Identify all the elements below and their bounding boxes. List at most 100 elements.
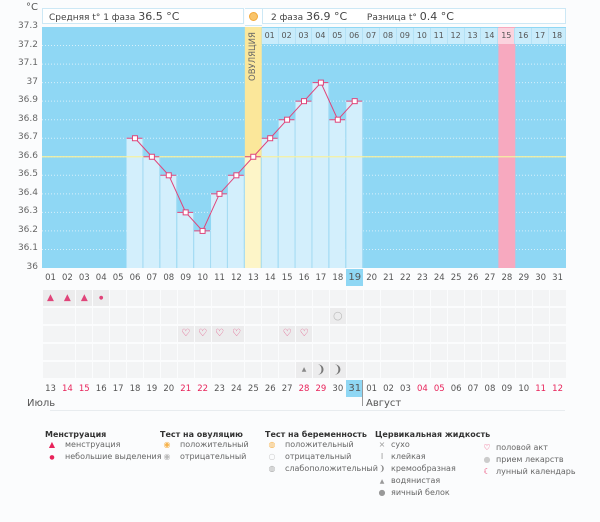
marker-cell[interactable] <box>279 362 296 378</box>
marker-cell[interactable] <box>380 326 397 342</box>
marker-cell[interactable] <box>42 344 59 360</box>
marker-cell[interactable] <box>93 326 110 342</box>
marker-cell[interactable] <box>160 308 177 324</box>
cycle-day[interactable]: 23 <box>416 273 428 283</box>
menstruation-icon[interactable]: ▲ <box>59 290 76 306</box>
marker-cell[interactable] <box>93 344 110 360</box>
marker-cell[interactable] <box>363 290 380 306</box>
marker-cell[interactable] <box>329 290 346 306</box>
marker-cell[interactable] <box>448 344 465 360</box>
marker-cell[interactable] <box>76 326 93 342</box>
marker-cell[interactable] <box>296 290 313 306</box>
marker-cell[interactable] <box>397 308 414 324</box>
calendar-date[interactable]: 11 <box>535 384 547 394</box>
marker-cell[interactable] <box>228 290 245 306</box>
marker-cell[interactable] <box>481 308 498 324</box>
marker-cell[interactable] <box>431 344 448 360</box>
marker-cell[interactable] <box>59 344 76 360</box>
marker-cell[interactable] <box>448 362 465 378</box>
marker-cell[interactable] <box>532 344 549 360</box>
cycle-day[interactable]: 10 <box>197 273 209 283</box>
marker-cell[interactable] <box>42 362 59 378</box>
marker-cell[interactable] <box>515 326 532 342</box>
cycle-day[interactable]: 19 <box>346 269 364 286</box>
calendar-date[interactable]: 30 <box>332 384 344 394</box>
marker-cell[interactable] <box>397 290 414 306</box>
marker-cell[interactable] <box>397 344 414 360</box>
marker-cell[interactable] <box>414 290 431 306</box>
cycle-day[interactable]: 26 <box>467 273 479 283</box>
marker-cell[interactable] <box>160 326 177 342</box>
calendar-date[interactable]: 26 <box>264 384 276 394</box>
calendar-date[interactable]: 17 <box>112 384 124 394</box>
marker-cell[interactable] <box>143 290 160 306</box>
calendar-date[interactable]: 14 <box>61 384 73 394</box>
creamy-icon[interactable]: ❩ <box>329 362 346 378</box>
cycle-day[interactable]: 25 <box>450 273 462 283</box>
marker-cell[interactable] <box>279 290 296 306</box>
marker-cell[interactable] <box>498 308 515 324</box>
cycle-day[interactable]: 30 <box>535 273 547 283</box>
marker-cell[interactable] <box>363 308 380 324</box>
marker-cell[interactable] <box>380 344 397 360</box>
marker-cell[interactable] <box>177 362 194 378</box>
calendar-date[interactable]: 16 <box>95 384 107 394</box>
heart-icon[interactable]: ♡ <box>177 326 194 342</box>
cycle-day[interactable]: 21 <box>383 273 394 283</box>
watery-icon[interactable]: ▲ <box>296 362 313 378</box>
heart-icon[interactable]: ♡ <box>228 326 245 342</box>
marker-cell[interactable] <box>110 326 127 342</box>
marker-cell[interactable] <box>465 308 482 324</box>
calendar-date[interactable]: 19 <box>146 384 158 394</box>
marker-cell[interactable] <box>448 308 465 324</box>
marker-cell[interactable] <box>262 344 279 360</box>
marker-cell[interactable] <box>42 308 59 324</box>
marker-cell[interactable] <box>245 362 262 378</box>
marker-cell[interactable] <box>431 290 448 306</box>
marker-cell[interactable] <box>431 362 448 378</box>
marker-cell[interactable] <box>414 344 431 360</box>
calendar-date[interactable]: 03 <box>400 384 411 394</box>
marker-cell[interactable] <box>414 362 431 378</box>
marker-cell[interactable] <box>143 362 160 378</box>
calendar-date[interactable]: 21 <box>180 384 192 394</box>
cycle-day[interactable]: 04 <box>95 273 107 283</box>
marker-cell[interactable] <box>127 326 144 342</box>
marker-cell[interactable] <box>549 308 566 324</box>
marker-cell[interactable] <box>312 308 329 324</box>
marker-cell[interactable] <box>194 344 211 360</box>
marker-cell[interactable] <box>76 308 93 324</box>
marker-cell[interactable] <box>414 308 431 324</box>
cycle-day[interactable]: 28 <box>501 273 513 283</box>
cycle-day[interactable]: 09 <box>180 273 192 283</box>
marker-cell[interactable] <box>143 344 160 360</box>
creamy-icon[interactable]: ❩ <box>312 362 329 378</box>
marker-cell[interactable] <box>312 344 329 360</box>
marker-cell[interactable] <box>329 344 346 360</box>
marker-cell[interactable] <box>245 290 262 306</box>
marker-cell[interactable] <box>515 308 532 324</box>
marker-cell[interactable] <box>431 308 448 324</box>
marker-cell[interactable] <box>127 290 144 306</box>
marker-cell[interactable] <box>177 290 194 306</box>
marker-cell[interactable] <box>397 326 414 342</box>
calendar-date[interactable]: 23 <box>214 384 225 394</box>
marker-cell[interactable] <box>346 344 363 360</box>
marker-cell[interactable] <box>498 362 515 378</box>
calendar-date[interactable]: 25 <box>247 384 259 394</box>
cycle-day[interactable]: 20 <box>366 273 378 283</box>
calendar-date[interactable]: 10 <box>518 384 530 394</box>
cycle-day[interactable]: 12 <box>231 273 242 283</box>
marker-cell[interactable] <box>127 362 144 378</box>
pregnancy-negative-icon[interactable]: ○ <box>329 308 346 324</box>
cycle-day[interactable]: 06 <box>129 273 141 283</box>
marker-cell[interactable] <box>228 308 245 324</box>
marker-cell[interactable] <box>532 290 549 306</box>
calendar-date[interactable]: 13 <box>45 384 56 394</box>
marker-cell[interactable] <box>110 344 127 360</box>
calendar-date[interactable]: 04 <box>416 384 428 394</box>
marker-cell[interactable] <box>160 344 177 360</box>
cycle-day[interactable]: 11 <box>214 273 225 283</box>
marker-cell[interactable] <box>59 362 76 378</box>
calendar-date[interactable]: 08 <box>484 384 496 394</box>
